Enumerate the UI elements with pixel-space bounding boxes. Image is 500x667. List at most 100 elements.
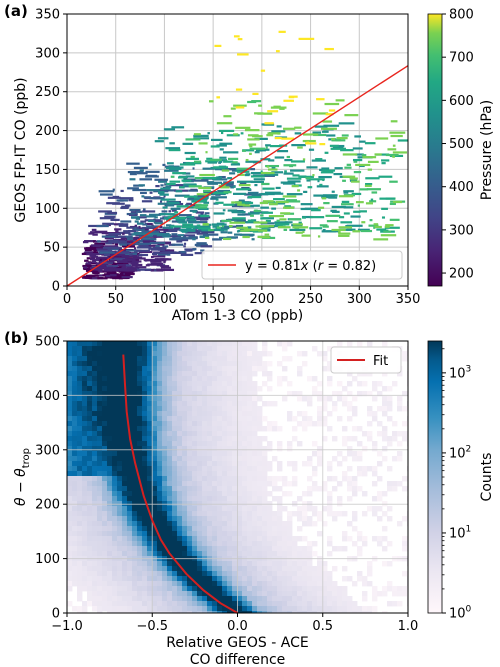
density-cell	[202, 511, 208, 517]
density-cell	[342, 546, 348, 552]
density-cell	[87, 571, 93, 577]
data-point	[276, 219, 280, 222]
density-cell	[102, 351, 108, 357]
density-cell	[92, 386, 98, 392]
density-cell	[202, 521, 208, 527]
data-point	[85, 247, 102, 250]
density-cell	[197, 516, 203, 522]
density-cell	[352, 411, 358, 417]
data-point	[232, 192, 247, 195]
data-point	[98, 190, 115, 193]
density-cell	[102, 471, 108, 477]
density-cell	[287, 611, 293, 613]
density-cell	[192, 576, 198, 582]
density-cell	[227, 561, 233, 567]
density-cell	[222, 366, 228, 372]
density-cell	[107, 546, 113, 552]
density-cell	[227, 471, 233, 477]
density-cell	[72, 496, 78, 502]
density-cell	[297, 591, 303, 597]
density-cell	[112, 441, 118, 447]
density-cell	[207, 416, 213, 422]
density-cell	[137, 546, 143, 552]
data-point	[223, 151, 239, 154]
data-point	[148, 219, 155, 223]
density-cell	[212, 466, 218, 472]
density-cell	[152, 466, 158, 472]
data-point	[97, 277, 108, 280]
data-point	[134, 224, 138, 227]
data-point	[271, 171, 284, 174]
density-cell	[387, 586, 393, 592]
data-point	[162, 235, 171, 238]
density-cell	[82, 436, 88, 442]
density-cell	[112, 596, 118, 602]
density-cell	[232, 536, 238, 542]
density-cell	[232, 541, 238, 547]
data-point	[198, 227, 211, 230]
density-cell	[192, 591, 198, 597]
density-cell	[92, 566, 98, 572]
data-point	[319, 224, 328, 227]
density-cell	[177, 591, 183, 597]
density-cell	[162, 386, 168, 392]
data-point	[220, 168, 235, 171]
density-cell	[342, 596, 348, 602]
data-point	[342, 153, 358, 156]
density-cell	[207, 541, 213, 547]
data-point	[188, 189, 198, 192]
data-point	[242, 149, 255, 152]
density-cell	[252, 541, 258, 547]
density-cell	[252, 601, 258, 607]
density-cell	[162, 596, 168, 602]
density-cell	[327, 611, 333, 613]
density-cell	[192, 466, 198, 472]
data-point	[220, 183, 234, 186]
density-cell	[142, 346, 148, 352]
data-point	[94, 243, 106, 246]
density-cell	[287, 576, 293, 582]
density-cell	[107, 361, 113, 367]
data-point	[185, 138, 201, 141]
data-point	[175, 218, 186, 221]
density-cell	[117, 531, 123, 537]
density-cell	[247, 531, 253, 537]
density-cell	[172, 461, 178, 467]
density-cell	[297, 561, 303, 567]
data-point	[160, 187, 171, 190]
density-cell	[257, 351, 263, 357]
density-cell	[177, 366, 183, 372]
data-point	[148, 163, 152, 166]
density-cell	[267, 531, 273, 537]
data-point	[324, 47, 334, 51]
data-point	[154, 269, 157, 272]
density-cell	[317, 461, 323, 467]
density-cell	[162, 391, 168, 397]
density-cell	[122, 456, 128, 462]
density-cell	[102, 361, 108, 367]
density-cell	[302, 421, 308, 427]
density-cell	[362, 606, 368, 612]
data-point	[126, 162, 140, 165]
data-point	[192, 210, 197, 213]
density-cell	[112, 566, 118, 572]
data-point	[352, 147, 363, 150]
density-cell	[227, 356, 233, 362]
density-cell	[252, 486, 258, 492]
density-cell	[97, 341, 103, 347]
density-cell	[122, 421, 128, 427]
density-cell	[152, 551, 158, 557]
density-cell	[202, 411, 208, 417]
density-cell	[92, 421, 98, 427]
density-cell	[302, 461, 308, 467]
density-cell	[327, 541, 333, 547]
density-cell	[162, 566, 168, 572]
density-cell	[347, 446, 353, 452]
density-cell	[92, 581, 98, 587]
density-cell	[97, 351, 103, 357]
density-cell	[352, 396, 358, 402]
density-cell	[212, 446, 218, 452]
density-cell	[82, 456, 88, 462]
data-point	[160, 184, 164, 187]
data-point	[245, 160, 262, 163]
